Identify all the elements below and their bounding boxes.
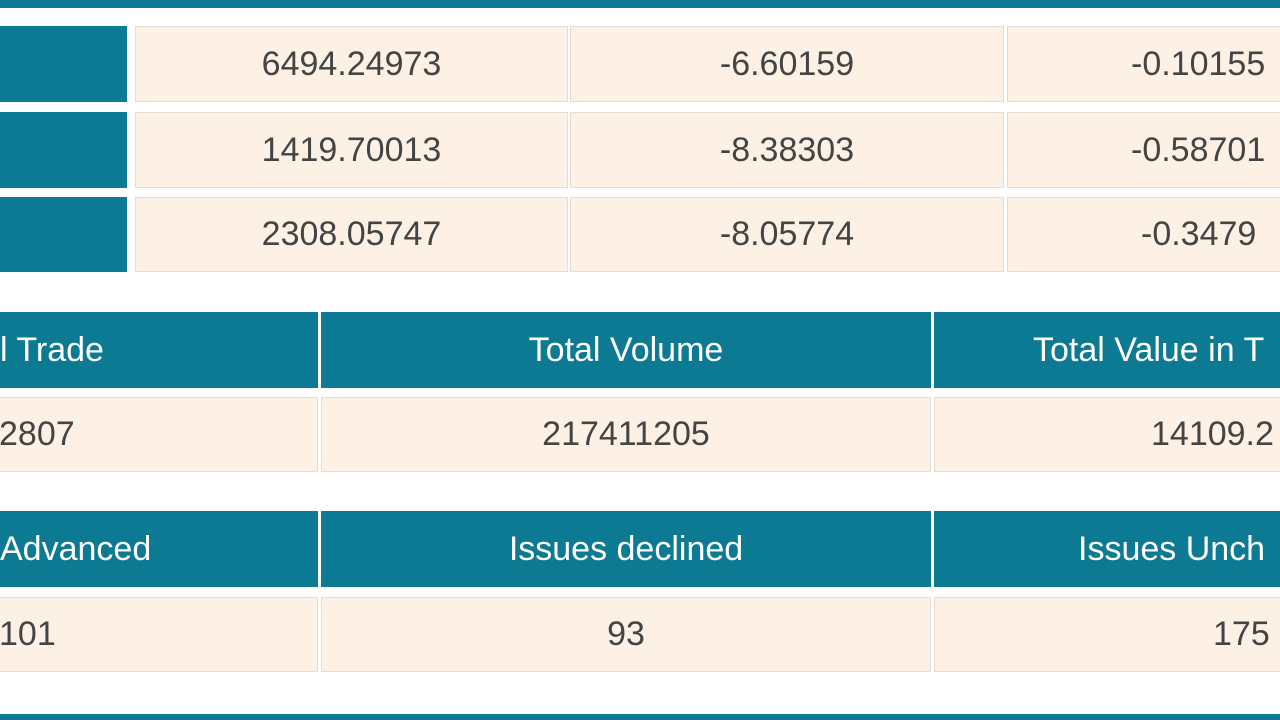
cell: 2308.05747 xyxy=(135,197,568,272)
row-label-cell xyxy=(0,197,127,272)
cell: -8.38303 xyxy=(570,112,1004,188)
cell: 1419.70013 xyxy=(135,112,568,188)
cell: 175 xyxy=(934,597,1280,672)
header-cell: Advanced xyxy=(0,511,318,587)
cell: 14109.2 xyxy=(934,397,1280,472)
cell: -0.58701 xyxy=(1007,112,1280,188)
cell: 101 xyxy=(0,597,318,672)
cell: 217411205 xyxy=(321,397,931,472)
header-cell: Issues Unch xyxy=(934,511,1280,587)
bottom-bar xyxy=(0,714,1280,720)
cell: 93 xyxy=(321,597,931,672)
header-cell: Issues declined xyxy=(321,511,931,587)
header-cell: Total Volume xyxy=(321,312,931,388)
header-cell: l Trade xyxy=(0,312,318,388)
row-label-cell xyxy=(0,112,127,188)
header-cell: Total Value in T xyxy=(934,312,1280,388)
cell: 2807 xyxy=(0,397,318,472)
cell: 6494.24973 xyxy=(135,26,568,102)
top-bar xyxy=(0,0,1280,8)
cell: -6.60159 xyxy=(570,26,1004,102)
row-label-cell xyxy=(0,26,127,102)
cell: -0.3479 xyxy=(1007,197,1280,272)
cell: -8.05774 xyxy=(570,197,1004,272)
cell: -0.10155 xyxy=(1007,26,1280,102)
